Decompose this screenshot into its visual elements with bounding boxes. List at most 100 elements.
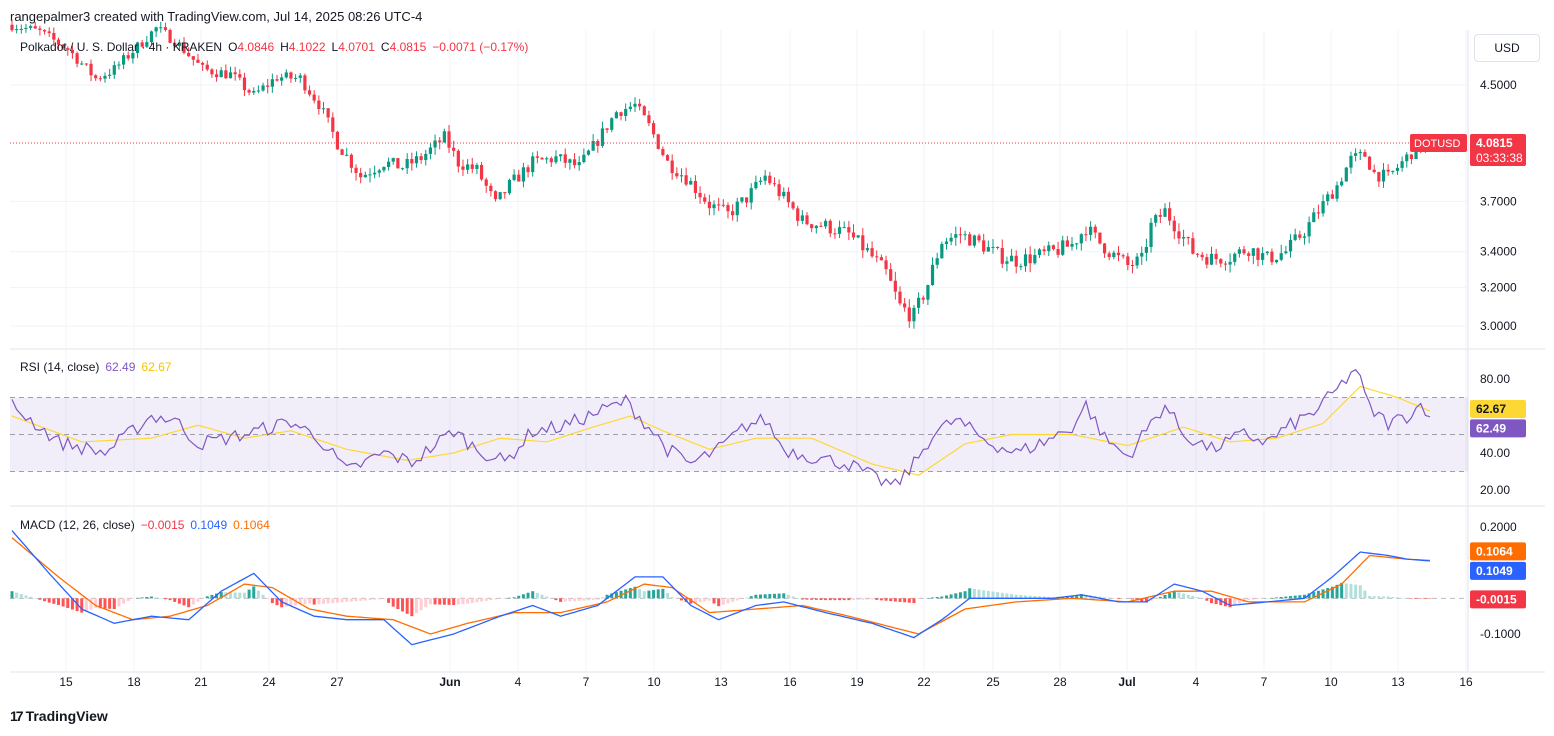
currency-button[interactable]: USD: [1474, 34, 1540, 62]
candle-body: [638, 103, 642, 107]
macd-hist-bar: [340, 598, 344, 603]
macd-hist-bar: [173, 598, 177, 602]
candle-body: [568, 159, 572, 163]
symbol-title[interactable]: Polkadot / U. S. Dollar · 4h · KRAKEN: [20, 40, 223, 54]
candle-body: [433, 140, 437, 148]
price-tag-bg: [1470, 134, 1526, 167]
macd-hist-bar: [972, 588, 976, 599]
macd-hist-bar: [554, 598, 558, 601]
macd-hist-bar: [405, 598, 409, 614]
macd-title[interactable]: MACD (12, 26, close): [20, 518, 135, 532]
candle-body: [1093, 226, 1097, 233]
candle-body: [540, 157, 544, 160]
macd-hist-bar: [154, 597, 158, 599]
candle-body: [266, 85, 270, 87]
macd-hist-bar: [363, 598, 367, 601]
macd-hist-bar: [61, 598, 65, 607]
candle-body: [903, 303, 907, 308]
macd-hist-bar: [10, 591, 14, 599]
macd-hist-bar: [15, 592, 19, 599]
candle-body: [791, 202, 795, 209]
candle-body: [75, 53, 79, 64]
rsi-title[interactable]: RSI (14, close): [20, 360, 100, 374]
candle-body: [1065, 240, 1069, 247]
macd-hist-bar: [117, 598, 121, 607]
macd-hist-bar: [201, 598, 205, 600]
macd-hist-bar: [391, 598, 395, 607]
candle-body: [414, 156, 419, 164]
candle-body: [70, 49, 75, 54]
macd-hist-bar: [1326, 588, 1330, 599]
macd-hist-bar: [1028, 595, 1032, 599]
macd-hist-bar: [419, 598, 423, 611]
macd-hist-bar: [879, 598, 883, 601]
candle-body: [977, 235, 981, 241]
macd-hist-bar: [335, 598, 339, 603]
macd-hist-bar: [247, 589, 251, 599]
macd-hist-bar: [582, 598, 586, 601]
macd-hist-bar: [935, 597, 939, 599]
candle-body: [368, 174, 372, 176]
rsi-line: [11, 368, 1431, 487]
candle-body: [1037, 249, 1042, 255]
macd-signal-value: 0.1064: [233, 518, 270, 532]
candle-body: [61, 44, 65, 49]
macd-hist-bar: [824, 598, 828, 601]
macd-hist-bar: [382, 598, 386, 600]
macd-hist-bar: [898, 598, 902, 602]
macd-hist-bar: [1158, 596, 1162, 599]
candle-body: [1186, 237, 1190, 239]
candle-body: [242, 77, 247, 91]
candle-body: [744, 197, 749, 203]
macd-hist-bar: [163, 598, 167, 600]
candle-body: [298, 75, 302, 78]
candle-body: [768, 175, 772, 184]
candle-body: [944, 241, 949, 245]
candle-body: [1195, 253, 1200, 255]
macd-hist-bar: [456, 598, 460, 605]
candle-body: [1344, 167, 1348, 182]
macd-hist-bar: [168, 598, 172, 601]
candle-body: [517, 174, 521, 182]
candle-body: [810, 224, 814, 229]
candle-body: [1242, 249, 1246, 254]
candle-body: [1358, 152, 1362, 154]
candle-body: [98, 78, 102, 80]
tradingview-brand[interactable]: 17 TradingView: [10, 708, 108, 724]
candle-body: [614, 112, 618, 119]
macd-hist-bar: [261, 594, 265, 599]
macd-hist-bar: [996, 592, 1000, 599]
macd-hist-bar: [833, 598, 837, 601]
macd-hist-bar: [600, 597, 604, 599]
candle-body: [889, 269, 893, 281]
candle-body: [698, 192, 702, 198]
macd-hist-bar: [1112, 598, 1116, 599]
candle-body: [949, 237, 953, 242]
candle-body: [326, 108, 330, 118]
macd-hist-bar: [903, 598, 907, 603]
macd-hist-bar: [1107, 597, 1111, 599]
candle-body: [563, 154, 567, 163]
macd-hist-bar: [1047, 596, 1051, 599]
candle-body: [786, 191, 791, 203]
x-tick-label: 21: [194, 675, 208, 689]
macd-hist-bar: [270, 598, 274, 604]
macd-hist-bar: [70, 598, 74, 610]
rsi-ma-value: 62.67: [141, 360, 172, 374]
close-label: C: [380, 40, 390, 54]
candle-body: [731, 211, 735, 216]
candle-body: [935, 258, 939, 265]
candle-body: [456, 150, 460, 167]
macd-hist-bar: [1237, 598, 1241, 604]
macd-hist-bar: [591, 598, 595, 601]
candle-body: [1200, 254, 1204, 258]
candle-body: [363, 174, 367, 178]
candle-body: [665, 155, 670, 161]
candle-body: [1144, 246, 1148, 253]
macd-hist-bar: [1340, 582, 1344, 599]
candle-body: [168, 29, 172, 43]
macd-hist-bar: [712, 598, 716, 604]
x-tick-label: 24: [262, 675, 276, 689]
candle-body: [1363, 152, 1367, 157]
